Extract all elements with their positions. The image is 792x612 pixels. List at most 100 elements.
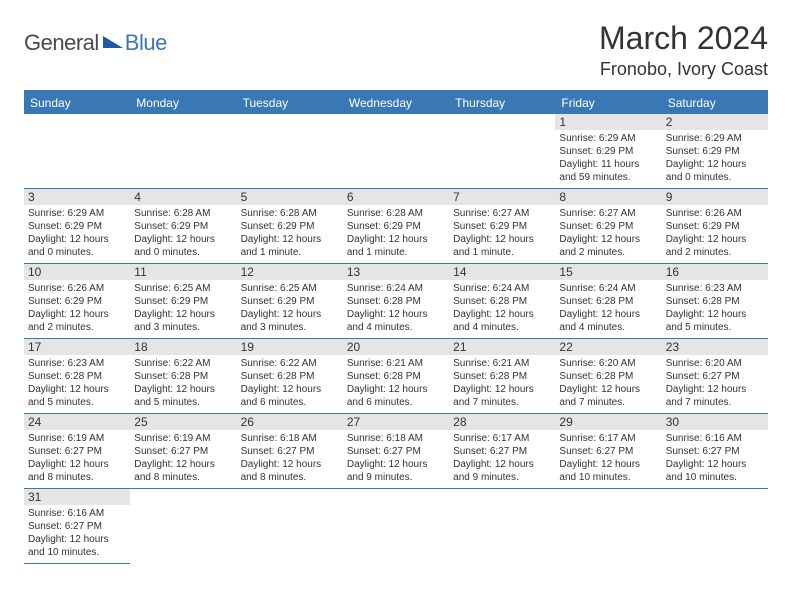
day-header: Tuesday	[237, 92, 343, 114]
day-number: 21	[449, 339, 555, 355]
daylight-text: Daylight: 12 hours and 8 minutes.	[241, 458, 339, 484]
daylight-text: Daylight: 12 hours and 5 minutes.	[134, 383, 232, 409]
location: Fronobo, Ivory Coast	[599, 59, 768, 80]
day-cell: 26Sunrise: 6:18 AMSunset: 6:27 PMDayligh…	[237, 414, 343, 489]
day-number: 13	[343, 264, 449, 280]
sunrise-text: Sunrise: 6:18 AM	[347, 432, 445, 445]
day-number: 15	[555, 264, 661, 280]
day-cell: 1Sunrise: 6:29 AMSunset: 6:29 PMDaylight…	[555, 114, 661, 189]
sunrise-text: Sunrise: 6:18 AM	[241, 432, 339, 445]
sunset-text: Sunset: 6:27 PM	[134, 445, 232, 458]
day-info: Sunrise: 6:26 AMSunset: 6:29 PMDaylight:…	[28, 282, 126, 334]
day-info: Sunrise: 6:21 AMSunset: 6:28 PMDaylight:…	[347, 357, 445, 409]
daylight-text: Daylight: 12 hours and 1 minute.	[241, 233, 339, 259]
day-number: 16	[662, 264, 768, 280]
day-cell: 4Sunrise: 6:28 AMSunset: 6:29 PMDaylight…	[130, 189, 236, 264]
daylight-text: Daylight: 12 hours and 4 minutes.	[559, 308, 657, 334]
sunset-text: Sunset: 6:29 PM	[347, 220, 445, 233]
day-cell: 31Sunrise: 6:16 AMSunset: 6:27 PMDayligh…	[24, 489, 130, 564]
day-cell: 27 Sunrise: 6:18 AMSunset: 6:27 PMDayligh…	[343, 414, 449, 489]
daylight-text: Daylight: 12 hours and 2 minutes.	[28, 308, 126, 334]
sunrise-text: Sunrise: 6:27 AM	[453, 207, 551, 220]
day-cell: 7Sunrise: 6:27 AMSunset: 6:29 PMDaylight…	[449, 189, 555, 264]
logo: General Blue	[24, 30, 167, 56]
sunset-text: Sunset: 6:28 PM	[347, 370, 445, 383]
sunset-text: Sunset: 6:29 PM	[28, 295, 126, 308]
day-cell: 22 Sunrise: 6:20 AMSunset: 6:28 PMDayligh…	[555, 339, 661, 414]
day-info: Sunrise: 6:19 AMSunset: 6:27 PMDaylight:…	[134, 432, 232, 484]
sunrise-text: Sunrise: 6:24 AM	[559, 282, 657, 295]
day-cell: 14Sunrise: 6:24 AMSunset: 6:28 PMDayligh…	[449, 264, 555, 339]
day-cell	[237, 114, 343, 189]
daylight-text: Daylight: 12 hours and 7 minutes.	[453, 383, 551, 409]
day-info: Sunrise: 6:20 AMSunset: 6:28 PMDaylight:…	[559, 357, 657, 409]
day-number	[237, 114, 343, 130]
day-info: Sunrise: 6:21 AMSunset: 6:28 PMDaylight:…	[453, 357, 551, 409]
day-cell: 10 Sunrise: 6:26 AMSunset: 6:29 PMDayligh…	[24, 264, 130, 339]
sunrise-text: Sunrise: 6:19 AM	[134, 432, 232, 445]
daylight-text: Daylight: 12 hours and 6 minutes.	[347, 383, 445, 409]
day-number: 30	[662, 414, 768, 430]
day-number: 3	[24, 189, 130, 205]
sunrise-text: Sunrise: 6:25 AM	[134, 282, 232, 295]
sunrise-text: Sunrise: 6:29 AM	[666, 132, 764, 145]
sunrise-text: Sunrise: 6:22 AM	[241, 357, 339, 370]
sunset-text: Sunset: 6:27 PM	[241, 445, 339, 458]
title-block: March 2024 Fronobo, Ivory Coast	[599, 20, 768, 80]
sunrise-text: Sunrise: 6:21 AM	[453, 357, 551, 370]
day-number: 23	[662, 339, 768, 355]
day-number: 25	[130, 414, 236, 430]
sunset-text: Sunset: 6:29 PM	[453, 220, 551, 233]
day-info: Sunrise: 6:16 AMSunset: 6:27 PMDaylight:…	[28, 507, 126, 559]
sunset-text: Sunset: 6:28 PM	[134, 370, 232, 383]
day-header: Saturday	[662, 92, 768, 114]
day-cell: 18Sunrise: 6:22 AMSunset: 6:28 PMDayligh…	[130, 339, 236, 414]
sunset-text: Sunset: 6:27 PM	[666, 445, 764, 458]
daylight-text: Daylight: 12 hours and 10 minutes.	[666, 458, 764, 484]
day-cell: 17Sunrise: 6:23 AMSunset: 6:28 PMDayligh…	[24, 339, 130, 414]
day-info: Sunrise: 6:17 AMSunset: 6:27 PMDaylight:…	[453, 432, 551, 484]
sunrise-text: Sunrise: 6:17 AM	[559, 432, 657, 445]
day-info: Sunrise: 6:24 AMSunset: 6:28 PMDaylight:…	[453, 282, 551, 334]
day-number: 18	[130, 339, 236, 355]
day-info: Sunrise: 6:28 AMSunset: 6:29 PMDaylight:…	[347, 207, 445, 259]
sunset-text: Sunset: 6:29 PM	[559, 220, 657, 233]
day-number: 22	[555, 339, 661, 355]
sunrise-text: Sunrise: 6:24 AM	[347, 282, 445, 295]
day-number: 27	[343, 414, 449, 430]
day-number: 19	[237, 339, 343, 355]
sunset-text: Sunset: 6:28 PM	[559, 370, 657, 383]
sunset-text: Sunset: 6:27 PM	[28, 520, 126, 533]
day-number: 5	[237, 189, 343, 205]
sunrise-text: Sunrise: 6:28 AM	[241, 207, 339, 220]
day-info: Sunrise: 6:28 AMSunset: 6:29 PMDaylight:…	[134, 207, 232, 259]
day-number: 10	[24, 264, 130, 280]
sunrise-text: Sunrise: 6:26 AM	[666, 207, 764, 220]
day-cell: 13Sunrise: 6:24 AMSunset: 6:28 PMDayligh…	[343, 264, 449, 339]
sunset-text: Sunset: 6:28 PM	[453, 370, 551, 383]
sunrise-text: Sunrise: 6:16 AM	[666, 432, 764, 445]
daylight-text: Daylight: 12 hours and 2 minutes.	[666, 233, 764, 259]
sunset-text: Sunset: 6:28 PM	[347, 295, 445, 308]
day-info: Sunrise: 6:27 AMSunset: 6:29 PMDaylight:…	[453, 207, 551, 259]
daylight-text: Daylight: 12 hours and 1 minute.	[347, 233, 445, 259]
day-info: Sunrise: 6:23 AMSunset: 6:28 PMDaylight:…	[666, 282, 764, 334]
month-title: March 2024	[599, 20, 768, 57]
day-number	[24, 114, 130, 130]
day-cell: 12Sunrise: 6:25 AMSunset: 6:29 PMDayligh…	[237, 264, 343, 339]
day-header: Sunday	[24, 92, 130, 114]
sunset-text: Sunset: 6:29 PM	[241, 220, 339, 233]
daylight-text: Daylight: 12 hours and 1 minute.	[453, 233, 551, 259]
sunrise-text: Sunrise: 6:26 AM	[28, 282, 126, 295]
day-cell: 2Sunrise: 6:29 AMSunset: 6:29 PMDaylight…	[662, 114, 768, 189]
day-cell: 28Sunrise: 6:17 AMSunset: 6:27 PMDayligh…	[449, 414, 555, 489]
day-cell: 30 Sunrise: 6:16 AMSunset: 6:27 PMDayligh…	[662, 414, 768, 489]
sunset-text: Sunset: 6:29 PM	[241, 295, 339, 308]
day-number	[449, 114, 555, 130]
day-info: Sunrise: 6:18 AMSunset: 6:27 PMDaylight:…	[347, 432, 445, 484]
sunset-text: Sunset: 6:27 PM	[666, 370, 764, 383]
day-number	[343, 114, 449, 130]
daylight-text: Daylight: 12 hours and 9 minutes.	[453, 458, 551, 484]
day-number: 6	[343, 189, 449, 205]
day-info: Sunrise: 6:25 AMSunset: 6:29 PMDaylight:…	[241, 282, 339, 334]
